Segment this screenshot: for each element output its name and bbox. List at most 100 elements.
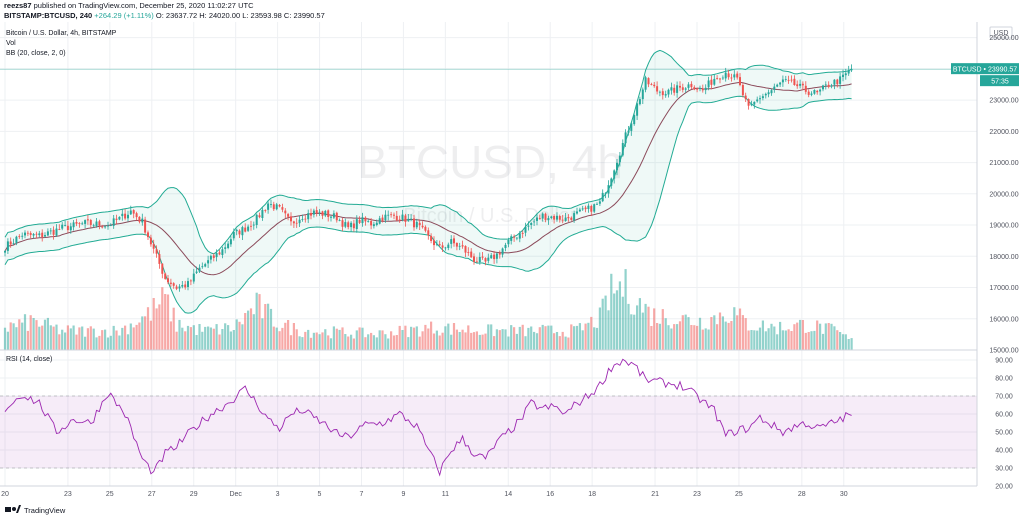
volume-bar [355, 330, 358, 350]
candle [315, 206, 318, 217]
volume-bar [410, 326, 413, 350]
volume-bar [252, 314, 255, 350]
candle [204, 262, 207, 268]
candle [275, 202, 278, 211]
candle [127, 210, 129, 222]
volume-bar [701, 329, 704, 350]
candle [367, 219, 370, 223]
candle [221, 246, 224, 259]
volume-bar [178, 319, 181, 350]
candle [467, 247, 470, 256]
candle [761, 93, 764, 101]
candle [455, 242, 458, 251]
candle [307, 209, 310, 224]
rsi-tick-label: 80.00 [995, 376, 1013, 383]
legend-rsi[interactable]: RSI (14, close) [6, 356, 52, 363]
volume-bar [221, 329, 224, 350]
time-tick-label: 25 [735, 491, 743, 498]
volume-bar [115, 330, 118, 350]
volume-bar [673, 324, 676, 350]
volume-bar [738, 308, 742, 350]
candle [327, 209, 330, 222]
candle [621, 139, 624, 157]
candle [475, 257, 478, 263]
published-text: published on TradingView.com, December 2… [33, 1, 254, 10]
candle [816, 89, 819, 95]
last-price-badge: BTCUSD • 23990.57 57:35 [951, 63, 1019, 87]
candle [607, 180, 610, 198]
volume-bar [661, 309, 664, 350]
volume-bar [387, 338, 390, 350]
candle [633, 113, 636, 126]
legend-vol[interactable]: Vol [6, 40, 16, 47]
volume-bar [195, 335, 198, 350]
volume-bar [29, 315, 32, 350]
volume-bar [481, 334, 484, 350]
candle [247, 224, 250, 232]
candle [641, 87, 644, 104]
time-tick-label: 20 [1, 491, 9, 498]
candle [730, 73, 733, 82]
author-name[interactable]: reezs87 [4, 1, 32, 10]
volume-bar [590, 316, 593, 350]
candle [753, 101, 756, 109]
volume-bar [204, 326, 207, 350]
volume-bar [827, 323, 830, 350]
candle [458, 242, 461, 251]
candle [450, 235, 453, 249]
candle [744, 92, 747, 102]
bollinger-band-fill [5, 50, 852, 314]
time-tick-label: 9 [401, 491, 405, 498]
volume-bar [799, 319, 802, 350]
volume-bar [533, 331, 536, 350]
candle [352, 219, 355, 232]
volume-bar [724, 321, 727, 350]
candle [767, 89, 770, 98]
candle [324, 209, 327, 218]
time-tick-label: 27 [148, 491, 156, 498]
candle [827, 81, 830, 89]
volume-bar [281, 327, 284, 350]
candle [638, 96, 641, 106]
volume-bar [690, 325, 693, 350]
candle [842, 69, 844, 82]
candle [724, 67, 727, 82]
volume-bar [581, 330, 584, 350]
volume-bar [833, 326, 836, 350]
price-tick-label: 17000.00 [989, 285, 1018, 292]
currency-badge[interactable]: USD [989, 26, 1013, 39]
candle [435, 240, 438, 247]
time-tick-label: 30 [840, 491, 848, 498]
candle [596, 202, 598, 205]
candle [664, 90, 667, 98]
watermark-symbol: BTCUSD, 4h [357, 136, 623, 188]
volume-bar [166, 294, 170, 350]
candle [250, 220, 252, 231]
volume-bar [361, 327, 364, 350]
rsi-tick-label: 20.00 [995, 484, 1013, 491]
candle [427, 227, 430, 240]
tradingview-logo[interactable]: TradingView [5, 505, 66, 515]
volume-bar [18, 319, 21, 350]
volume-bar [384, 334, 387, 350]
candle [610, 177, 613, 189]
price-tick-label: 25000.00 [989, 35, 1018, 42]
candle [89, 218, 92, 228]
candle [118, 216, 121, 221]
volume-bar [327, 335, 330, 350]
candle [301, 214, 304, 222]
volume-bar [341, 327, 344, 350]
price-tick-label: 21000.00 [989, 160, 1018, 167]
price-change: +264.29 (+1.11%) [94, 11, 154, 20]
legend-bb[interactable]: BB (20, close, 2, 0) [6, 50, 66, 57]
candle [187, 277, 189, 291]
candlesticks [4, 64, 853, 292]
volume-bar [693, 325, 696, 350]
candle [92, 223, 95, 228]
volume-bar [424, 324, 427, 350]
candle [421, 221, 424, 229]
time-tick-label: 28 [798, 491, 806, 498]
candle [747, 98, 750, 110]
volume-bar [106, 337, 110, 350]
